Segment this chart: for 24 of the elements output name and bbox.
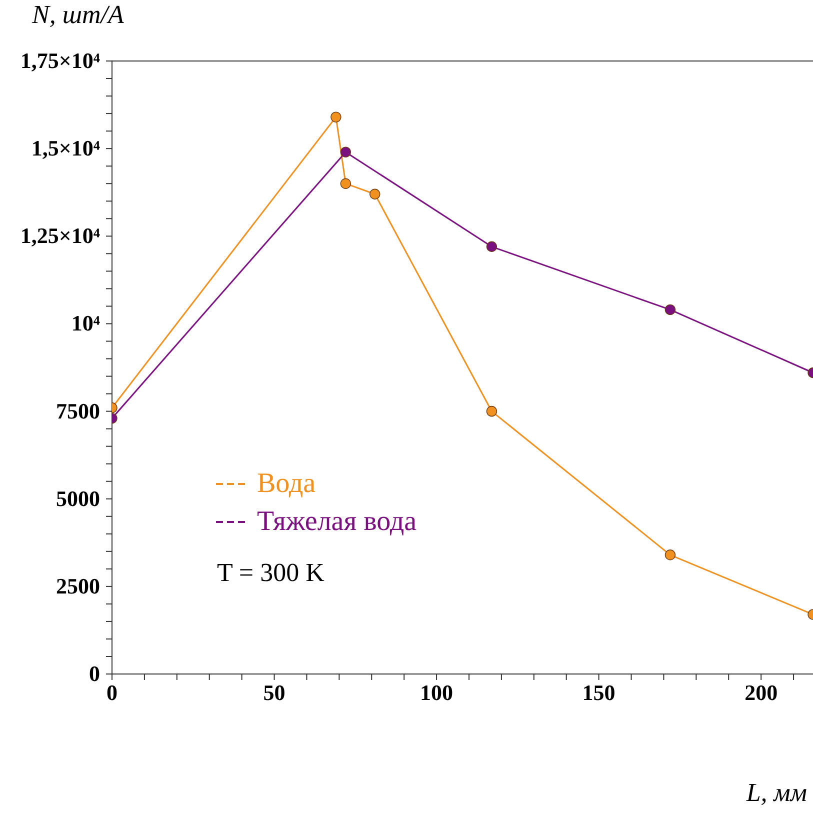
annotation: T = 300 K xyxy=(217,558,324,588)
y-tick-label: 5000 xyxy=(56,486,100,511)
y-tick-label: 7500 xyxy=(56,398,100,424)
point xyxy=(340,178,352,189)
point xyxy=(486,241,498,252)
y-tick-label: 1,25×10⁴ xyxy=(20,223,100,248)
legend-label: Вода xyxy=(256,467,317,501)
x-axis-title: L, мм xyxy=(746,778,807,808)
point xyxy=(330,112,342,122)
point xyxy=(486,406,498,417)
y-tick-label: 1,5×10⁴ xyxy=(31,136,100,161)
y-tick-label: 2500 xyxy=(56,573,100,598)
y-tick-label: 1,75×10⁴ xyxy=(20,48,100,73)
point xyxy=(370,188,380,200)
x-tick-label: 0 xyxy=(106,680,118,705)
y-axis-title: N, шт/А xyxy=(32,0,124,30)
y-tick-label: 0 xyxy=(89,661,100,686)
x-tick-label: 200 xyxy=(744,680,778,705)
legend-label: Тяжелая вода xyxy=(256,505,416,539)
y-tick-label: 10⁴ xyxy=(71,310,100,336)
x-tick-label: 150 xyxy=(582,680,616,705)
x-tick-label: 100 xyxy=(420,680,454,705)
point xyxy=(340,146,352,158)
x-tick-label: 50 xyxy=(263,680,286,705)
